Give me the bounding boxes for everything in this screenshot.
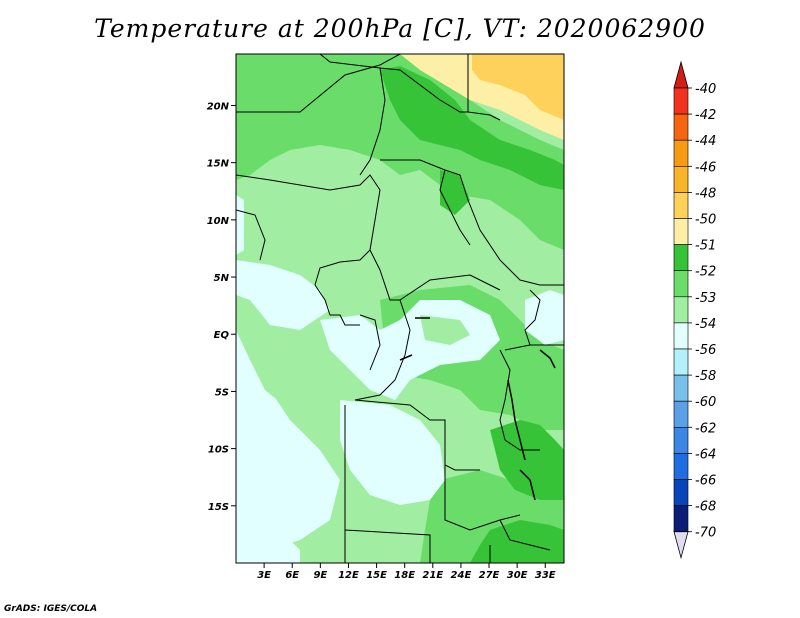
grads-credit: GrADS: IGES/COLA [4,604,98,614]
country-borders [236,54,564,563]
colorbar: -40 -42 -44 -46 -48 -50 -51 -52 -53 -54 -56 -58 -60 -… [673,60,716,560]
x-axis: 3E 6E 9E 12E 15E 18E 21E 24E 27E 30E 33E [257,563,556,581]
map-frame [235,53,565,564]
field-51-se [490,420,564,500]
colorbar-swatch-1 [673,113,689,141]
colorbar-label-17: -70 [695,526,716,541]
field-53-island-a [250,320,300,410]
x-tick-label-18E: 18E [394,570,415,581]
colorbar-swatch-3 [673,166,689,193]
colorbar-label-13: -62 [695,421,716,436]
colorbar-swatch-7 [673,270,689,298]
y-tick-label-5S: 5S [215,387,229,398]
colorbar-label-10: -56 [695,343,716,358]
colorbar-label-12: -60 [695,395,716,410]
colorbar-swatch-10 [673,348,689,376]
y-tick-label-5N: 5N [214,273,230,284]
field-52-north [236,54,564,250]
colorbar-label-11: -58 [695,369,716,384]
y-tick-label-20N: 20N [207,101,230,112]
colorbar-label-1: -42 [695,108,716,123]
colorbar-swatch-16 [673,505,689,533]
x-tick-label-33E: 33E [535,570,556,581]
field-54-sw [236,520,300,563]
x-tick-label-30E: 30E [507,570,528,581]
y-tick-label-10N: 10N [207,216,230,227]
colorbar-label-5: -50 [695,213,716,228]
colorbar-label-8: -53 [695,291,716,306]
colorbar-label-3: -46 [695,160,716,175]
colorbar-swatch-4 [673,192,689,219]
y-tick-label-EQ: EQ [214,330,230,341]
y-tick-label-15N: 15N [207,159,230,170]
colorbar-swatch-5 [673,218,689,245]
colorbar-swatch-11 [673,374,689,402]
field-54-gulf [236,260,330,330]
y-tick-label-10S: 10S [208,445,229,456]
field-48-ne [472,54,564,120]
field-54-west [236,195,244,255]
field-52-nw [236,54,330,135]
colorbar-label-0: -40 [695,82,716,97]
chart-title: Temperature at 200hPa [C], VT: 202006290… [94,14,706,43]
colorbar-label-7: -52 [695,265,716,280]
colorbar-label-4: -48 [695,186,716,201]
colorbar-label-14: -64 [695,447,716,462]
field-54-atlantic [236,330,340,555]
x-tick-label-6E: 6E [285,570,299,581]
x-tick-label-12E: 12E [338,570,359,581]
x-tick-label-9E: 9E [313,570,327,581]
field-54-east [525,290,564,345]
colorbar-swatch-15 [673,479,689,506]
colorbar-label-16: -68 [695,500,716,515]
temperature-field [236,54,564,563]
x-tick-label-27E: 27E [479,570,500,581]
field-54-angola [340,400,445,505]
x-tick-label-15E: 15E [366,570,387,581]
field-53-island-b [420,315,470,345]
y-tick-label-15S: 15S [208,502,229,513]
colorbar-label-6: -51 [695,239,716,254]
colorbar-swatch-6 [673,244,689,272]
y-axis: 20N 15N 10N 5N EQ 5S 10S 15S [207,101,236,513]
colorbar-bottom-arrow [673,531,689,560]
lakes [399,317,556,501]
colorbar-label-9: -54 [695,317,716,332]
colorbar-swatch-2 [673,139,689,167]
colorbar-swatch-8 [673,296,689,324]
x-tick-label-21E: 21E [422,570,443,581]
colorbar-swatch-12 [673,400,689,428]
field-51-north [380,66,564,190]
colorbar-label-15: -66 [695,474,716,489]
colorbar-label-2: -44 [695,134,716,149]
colorbar-swatch-13 [673,426,689,454]
colorbar-swatch-14 [673,453,689,480]
x-tick-label-24E: 24E [451,570,472,581]
colorbar-top-arrow [673,60,689,89]
colorbar-swatch-0 [673,87,689,115]
colorbar-swatch-9 [673,322,689,350]
x-tick-label-3E: 3E [257,570,271,581]
